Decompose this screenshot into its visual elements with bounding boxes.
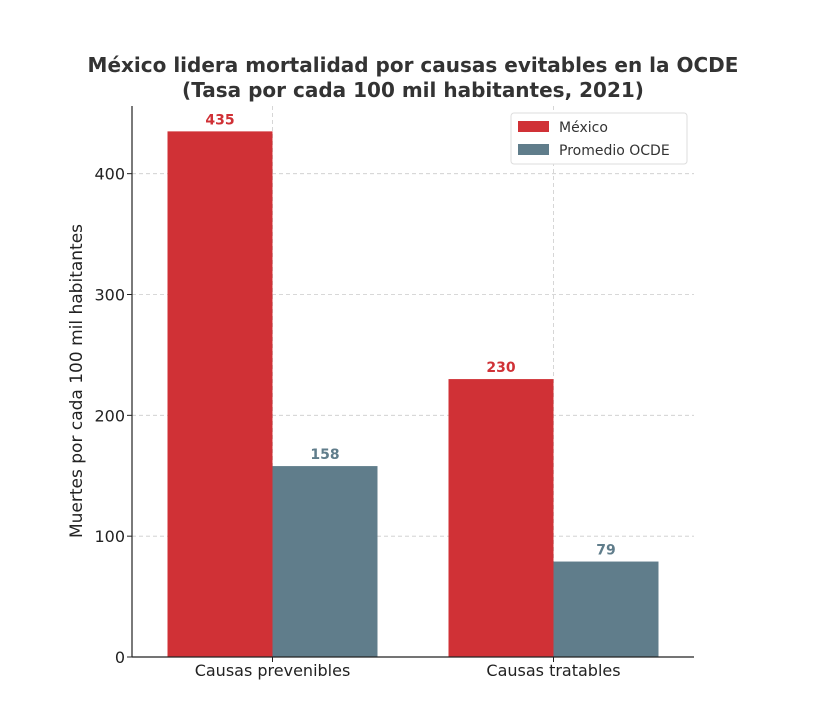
legend-label: México: [559, 120, 608, 136]
x-tick-label: Causas tratables: [486, 661, 620, 680]
chart-title: México lidera mortalidad por causas evit…: [88, 53, 739, 77]
bar: [553, 561, 659, 657]
y-tick-label: 0: [115, 648, 125, 667]
data-label: 435: [205, 112, 234, 128]
plot-area: 0 100 200 300 400 435 230 158 79 Causas prevenibl…: [94, 106, 694, 680]
x-tick-label: Causas prevenibles: [195, 661, 351, 680]
y-tick-label: 400: [94, 165, 125, 184]
data-label: 158: [310, 447, 339, 463]
y-tick-label: 300: [94, 286, 125, 305]
legend-swatch: [518, 121, 549, 132]
chart-subtitle: (Tasa por cada 100 mil habitantes, 2021): [182, 78, 644, 102]
bar: [448, 379, 554, 657]
bar: [272, 466, 378, 657]
y-tick-label: 200: [94, 406, 125, 425]
data-label: 79: [596, 543, 615, 559]
legend-label: Promedio OCDE: [559, 143, 670, 159]
data-label: 230: [486, 360, 515, 376]
y-tick-label: 100: [94, 527, 125, 546]
legend-swatch: [518, 144, 549, 155]
legend-box: [510, 112, 688, 165]
y-axis-label: Muertes por cada 100 mil habitantes: [67, 224, 87, 538]
bar: [167, 131, 273, 657]
